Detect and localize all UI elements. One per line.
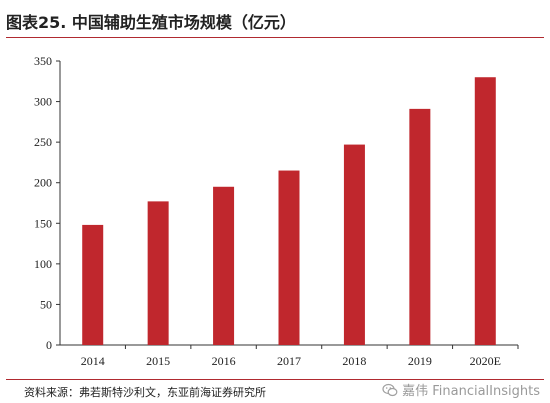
chart-title: 图表25. 中国辅助生殖市场规模（亿元） [6, 13, 296, 32]
x-tick-label: 2020E [470, 354, 501, 368]
y-tick-label: 150 [34, 216, 52, 230]
bar-2016 [213, 186, 235, 345]
x-tick-label: 2018 [342, 354, 366, 368]
source-note: 资料来源：弗若斯特沙利文，东亚前海证券研究所 [24, 386, 266, 399]
footer-divider [6, 379, 544, 380]
watermark: 嘉伟 FinancialInsights [382, 380, 540, 399]
bar-2015 [147, 201, 169, 345]
x-tick-label: 2016 [212, 354, 236, 368]
bars [82, 77, 496, 345]
x-axis: 2014 2015 2016 2017 2018 2019 2020E [60, 344, 519, 368]
x-tick-label: 2015 [146, 354, 170, 368]
y-tick-label: 50 [40, 297, 52, 311]
wechat-icon [382, 383, 398, 396]
x-tick-label: 2017 [277, 354, 301, 368]
title-divider [6, 37, 544, 38]
x-tick-label: 2014 [81, 354, 105, 368]
y-tick-label: 250 [34, 135, 52, 149]
y-tick-label: 100 [34, 257, 52, 271]
y-tick-label: 0 [46, 338, 52, 352]
bar-2014 [82, 224, 104, 345]
bar-2017 [278, 170, 300, 345]
y-tick-label: 200 [34, 176, 52, 190]
y-axis: 0 50 100 150 200 250 300 350 [34, 54, 61, 352]
bar-2019 [409, 108, 431, 345]
x-tick-label: 2019 [408, 354, 432, 368]
watermark-text: 嘉伟 FinancialInsights [402, 384, 540, 399]
bar-2020E [474, 77, 496, 345]
y-tick-label: 300 [34, 95, 52, 109]
y-tick-label: 350 [34, 54, 52, 68]
bar-2018 [343, 144, 365, 345]
